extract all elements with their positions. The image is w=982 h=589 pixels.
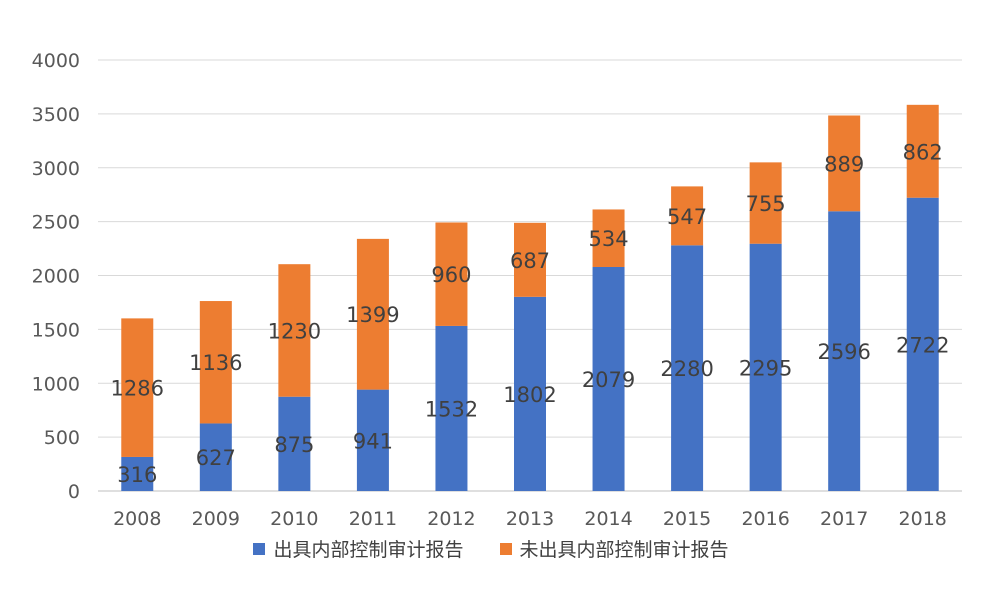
x-tick-label-2012: 2012 [427, 508, 475, 530]
bar-series-0-2014 [592, 266, 625, 491]
bar-series-0-2015 [671, 245, 704, 491]
x-tick-label-2014: 2014 [584, 508, 632, 530]
y-tick-label: 4000 [32, 50, 80, 72]
y-tick-label: 1000 [32, 373, 80, 395]
bar-series-1-2010 [278, 264, 311, 397]
data-label-series-0-2012: 1532 [425, 397, 478, 421]
bar-series-0-2017 [828, 211, 861, 491]
y-tick-label: 1500 [32, 319, 80, 341]
data-label-series-1-2009: 1136 [189, 351, 242, 375]
y-tick-label: 2000 [32, 266, 80, 288]
x-tick-label-2018: 2018 [899, 508, 947, 530]
bar-series-1-2011 [356, 238, 389, 390]
data-label-series-1-2012: 960 [431, 263, 471, 287]
data-label-series-0-2008: 316 [117, 463, 157, 487]
y-tick-label: 2500 [32, 212, 80, 234]
bar-series-1-2013 [514, 222, 546, 297]
legend: 出具内部控制审计报告 未出具内部控制审计报告 [0, 535, 982, 562]
bar-series-0-2012 [435, 325, 468, 491]
bar-series-1-2008 [121, 318, 154, 457]
legend-swatch-series-1 [499, 542, 512, 555]
x-tick-label-2010: 2010 [270, 508, 318, 530]
x-tick-label-2013: 2013 [506, 508, 554, 530]
bar-series-0-2018 [906, 197, 939, 491]
x-tick-label-2016: 2016 [741, 508, 789, 530]
data-labels: 316 1286 627 1136 875 1230 941 1399 1532 960 1802 6… [111, 140, 950, 487]
y-tick-label: 0 [68, 481, 80, 503]
data-label-series-1-2011: 1399 [346, 303, 399, 327]
legend-label-series-0: 出具内部控制审计报告 [273, 539, 464, 561]
data-label-series-0-2009: 627 [196, 446, 236, 470]
x-tick-label-2009: 2009 [192, 508, 240, 530]
data-label-series-1-2010: 1230 [268, 319, 321, 343]
bar-series-0-2009 [199, 423, 232, 491]
bar-series-1-2016 [749, 162, 782, 244]
data-label-series-0-2017: 2596 [817, 340, 870, 364]
bar-series-0-2008 [121, 456, 154, 491]
y-tick-label: 3000 [32, 158, 80, 180]
bar-series-0-2010 [278, 396, 311, 491]
bar-series-1-2017 [828, 115, 861, 212]
bars [121, 104, 939, 491]
data-label-series-1-2018: 862 [903, 140, 943, 164]
y-tick-label: 3500 [32, 104, 80, 126]
data-label-series-1-2017: 889 [824, 152, 864, 176]
data-label-series-0-2011: 941 [353, 429, 393, 453]
x-tick-label-2015: 2015 [663, 508, 711, 530]
data-label-series-1-2008: 1286 [111, 377, 164, 401]
data-label-series-1-2016: 755 [746, 192, 786, 216]
legend-item-series-0: 出具内部控制审计报告 [253, 535, 464, 562]
bar-series-0-2011 [356, 389, 389, 491]
y-axis-ticks: 0 500 1000 1500 2000 2500 3000 3500 4000 [32, 50, 80, 503]
data-label-series-0-2016: 2295 [739, 356, 792, 380]
x-tick-label-2011: 2011 [349, 508, 397, 530]
data-label-series-1-2015: 547 [667, 205, 707, 229]
legend-item-series-1: 未出具内部控制审计报告 [499, 535, 729, 562]
x-tick-label-2008: 2008 [113, 508, 161, 530]
x-axis-ticks: 2008 2009 2010 2011 2012 2013 2014 2015 2016 2017… [113, 508, 947, 530]
legend-swatch-series-0 [253, 542, 266, 555]
data-label-series-0-2018: 2722 [896, 333, 949, 357]
y-tick-label: 500 [44, 427, 80, 449]
bar-series-1-2018 [906, 104, 939, 198]
bar-series-1-2009 [199, 301, 232, 424]
bar-series-0-2016 [749, 243, 782, 491]
legend-label-series-1: 未出具内部控制审计报告 [519, 539, 729, 561]
bar-series-1-2012 [435, 222, 468, 326]
bar-series-0-2013 [514, 296, 546, 491]
data-label-series-1-2014: 534 [588, 227, 628, 251]
data-label-series-0-2010: 875 [274, 433, 314, 457]
x-tick-label-2017: 2017 [820, 508, 868, 530]
data-label-series-0-2013: 1802 [503, 383, 556, 407]
data-label-series-0-2015: 2280 [660, 357, 713, 381]
data-label-series-1-2013: 687 [510, 249, 550, 273]
bar-series-1-2015 [671, 186, 704, 246]
bar-series-1-2014 [592, 209, 625, 267]
data-label-series-0-2014: 2079 [582, 368, 635, 392]
